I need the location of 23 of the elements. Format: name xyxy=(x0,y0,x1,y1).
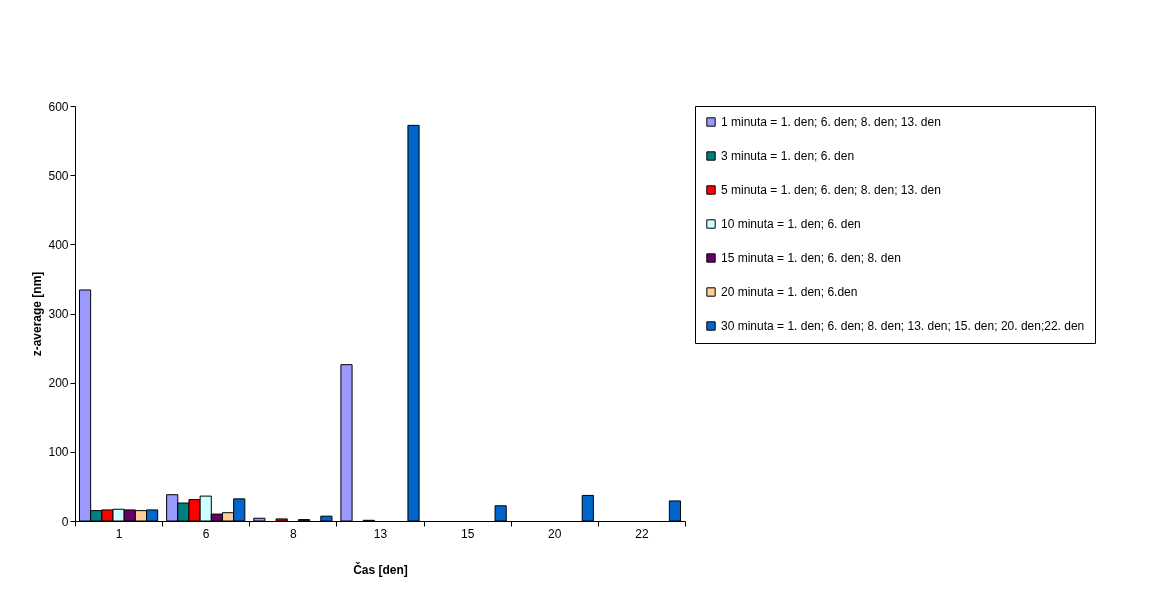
y-tick-label: 600 xyxy=(48,99,69,114)
y-axis-title: z-average [nm] xyxy=(30,271,45,357)
x-tick-label: 8 xyxy=(290,526,298,541)
legend-label: 5 minuta = 1. den; 6. den; 8. den; 13. den xyxy=(721,183,941,197)
x-tick-label: 6 xyxy=(202,526,210,541)
y-tick-label: 0 xyxy=(61,514,69,529)
legend-label: 15 minuta = 1. den; 6. den; 8. den xyxy=(721,251,901,265)
y-tick-label: 100 xyxy=(48,445,69,460)
x-tick-label: 15 xyxy=(460,526,475,541)
x-tick-label: 22 xyxy=(635,526,649,541)
x-tick-label: 13 xyxy=(373,526,388,541)
x-tick-label: 20 xyxy=(548,526,562,541)
legend-label: 30 minuta = 1. den; 6. den; 8. den; 13. den; 15. den; 20. den;22. den xyxy=(721,319,1085,333)
y-tick-label: 500 xyxy=(48,168,69,183)
y-tick-label: 300 xyxy=(48,307,69,321)
legend-label: 10 minuta = 1. den; 6. den xyxy=(721,217,861,231)
y-tick-label: 400 xyxy=(48,237,69,252)
legend-label: 1 minuta = 1. den; 6. den; 8. den; 13. den xyxy=(721,115,941,129)
y-tick-label: 200 xyxy=(48,376,69,391)
x-axis-title: Čas [den] xyxy=(353,561,408,577)
legend-label: 20 minuta = 1. den; 6.den xyxy=(721,285,858,299)
x-tick-label: 1 xyxy=(115,526,123,541)
legend-label: 3 minuta = 1. den; 6. den xyxy=(721,149,855,163)
